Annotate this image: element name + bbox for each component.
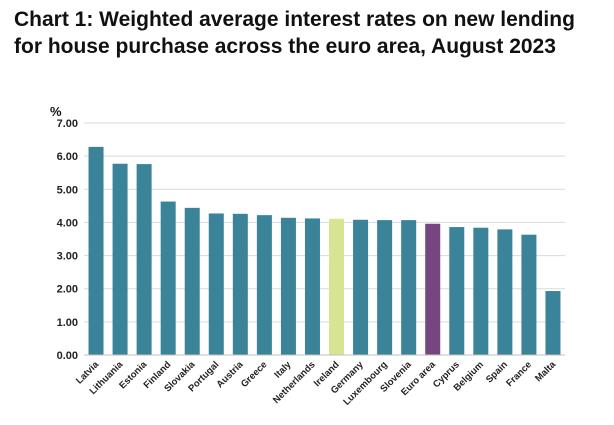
- y-axis-unit-label: %: [50, 104, 62, 119]
- bar-finland: [160, 201, 176, 355]
- bar-italy: [280, 217, 296, 355]
- bar-cyprus: [449, 227, 465, 355]
- y-tick-label: 4.00: [57, 217, 78, 229]
- bar-belgium: [473, 227, 489, 355]
- gridlines: [84, 122, 565, 323]
- y-tick-label: 3.00: [57, 251, 78, 263]
- bar-luxembourg: [377, 220, 393, 355]
- y-tick-label: 1.00: [57, 317, 78, 329]
- bar-slovenia: [401, 220, 417, 355]
- bar-netherlands: [304, 218, 320, 355]
- bar-spain: [497, 229, 513, 355]
- bar-germany: [353, 219, 369, 355]
- x-tick-label: Malta: [533, 359, 558, 384]
- bar-lithuania: [112, 163, 128, 355]
- bar-portugal: [208, 213, 224, 355]
- bar-france: [521, 234, 537, 355]
- y-tick-label: 2.00: [57, 284, 78, 296]
- bar-euro-area: [425, 223, 441, 355]
- chart-title: Chart 1: Weighted average interest rates…: [14, 8, 575, 58]
- x-axis-labels: LatviaLithuaniaEstoniaFinlandSlovakiaPor…: [74, 359, 559, 408]
- x-tick-label: France: [504, 359, 534, 389]
- bar-austria: [232, 213, 248, 355]
- bar-greece: [256, 215, 272, 355]
- y-tick-label: 7.00: [57, 118, 78, 130]
- y-tick-label: 6.00: [57, 151, 78, 163]
- bar-ireland: [329, 218, 345, 355]
- bar-estonia: [136, 164, 152, 355]
- y-tick-label: 5.00: [57, 184, 78, 196]
- bar-malta: [545, 291, 561, 355]
- bar-slovakia: [184, 207, 200, 355]
- bar-latvia: [88, 146, 104, 355]
- x-tick-label: Greece: [239, 359, 270, 390]
- y-axis-ticks: 0.00 1.00 2.00 3.00 4.00 5.00 6.00 7.00: [57, 118, 78, 362]
- y-tick-label: 0.00: [57, 350, 78, 362]
- bars: [88, 146, 561, 355]
